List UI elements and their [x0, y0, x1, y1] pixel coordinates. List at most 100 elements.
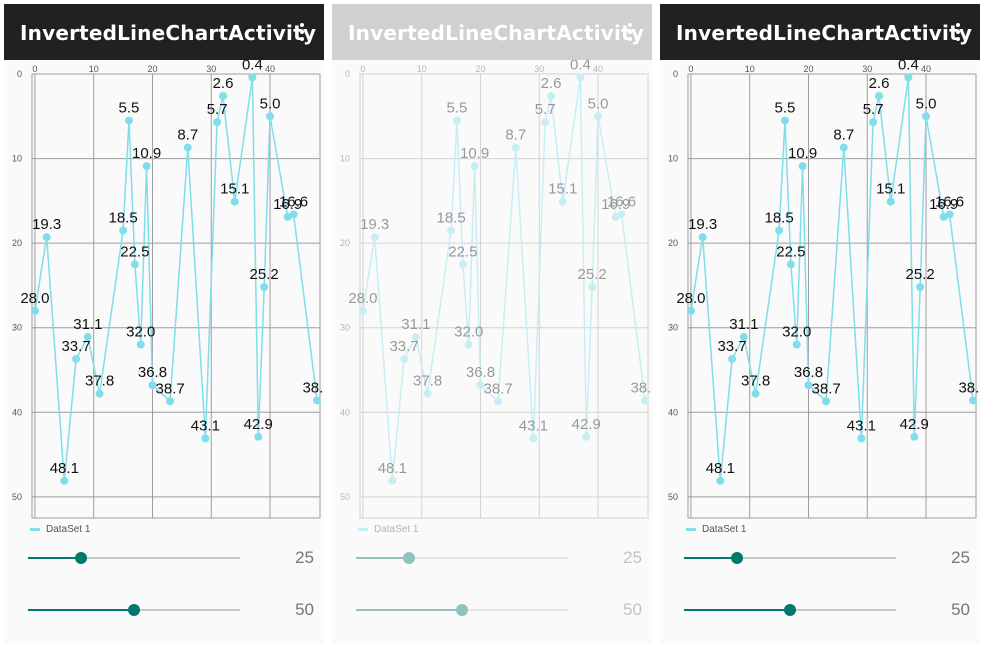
slider-y[interactable]: [356, 600, 568, 620]
slider-track: [28, 557, 240, 559]
data-point: [792, 340, 801, 349]
data-point: [686, 306, 695, 315]
slider-thumb[interactable]: [784, 604, 796, 616]
data-label: 48.1: [50, 460, 79, 477]
data-point: [95, 389, 104, 398]
more-vert-icon[interactable]: [288, 18, 316, 46]
data-point: [388, 476, 397, 485]
y-tick-label: 50: [340, 492, 350, 502]
data-label: 25.2: [906, 266, 935, 283]
chart-legend: DataSet 1: [30, 524, 90, 535]
data-label: 38.6: [630, 379, 652, 396]
data-label: 31.1: [729, 316, 758, 333]
slider-y-value: 50: [295, 600, 314, 619]
data-label: 10.9: [788, 145, 817, 162]
line-chart[interactable]: 0 10 20 30 40 0 10 20 30 40 50 28.0 19.3 48.1 33.7 31.1…: [660, 60, 980, 530]
slider-thumb[interactable]: [75, 552, 87, 564]
data-point: [423, 389, 432, 398]
data-label: 38.7: [812, 380, 841, 397]
y-tick-label: 30: [340, 323, 350, 333]
data-point: [313, 396, 322, 405]
slider-fill: [684, 609, 790, 611]
data-point: [728, 355, 737, 364]
line-chart[interactable]: 0 10 20 30 40 0 10 20 30 40 50 28.0 19.3 48.1 33.7 31.1…: [332, 60, 652, 530]
slider-x[interactable]: [28, 548, 240, 568]
data-point: [72, 355, 81, 364]
slider-y[interactable]: [28, 600, 240, 620]
data-point: [529, 434, 538, 443]
data-label: 48.1: [706, 460, 735, 477]
data-point: [219, 91, 228, 100]
data-label: 5.0: [260, 95, 281, 112]
data-point: [42, 233, 51, 242]
data-point: [136, 340, 145, 349]
data-label: 5.7: [207, 101, 228, 118]
legend-swatch: [358, 528, 368, 531]
more-vert-icon[interactable]: [616, 18, 644, 46]
data-label: 5.7: [535, 101, 556, 118]
x-tick-label: 0: [688, 64, 693, 74]
slider-thumb[interactable]: [731, 552, 743, 564]
data-point: [916, 283, 925, 292]
x-tick-label: 20: [803, 64, 813, 74]
more-vert-icon[interactable]: [944, 18, 972, 46]
data-point: [541, 118, 550, 127]
x-tick-label: 40: [921, 64, 931, 74]
data-label: 33.7: [717, 338, 746, 355]
data-point: [641, 396, 650, 405]
data-label: 2.6: [541, 75, 562, 92]
y-tick-label: 10: [340, 154, 350, 164]
data-label: 38.7: [484, 380, 513, 397]
slider-fill: [28, 609, 134, 611]
slider-thumb[interactable]: [456, 604, 468, 616]
data-point: [611, 212, 620, 221]
data-label: 42.9: [900, 416, 929, 433]
data-label: 16.9: [601, 196, 630, 213]
data-point: [511, 143, 520, 152]
data-point: [822, 397, 831, 406]
slider-fill: [684, 557, 737, 559]
slider-x-value: 25: [295, 548, 314, 567]
data-label: 36.8: [794, 364, 823, 381]
data-point: [547, 91, 556, 100]
data-label: 32.0: [454, 324, 483, 341]
x-tick-label: 30: [534, 64, 544, 74]
slider-y[interactable]: [684, 600, 896, 620]
toolbar-title: InvertedLineChartActivity: [676, 21, 973, 45]
data-label: 28.0: [348, 290, 377, 307]
slider-track: [356, 609, 568, 611]
x-tick-label: 30: [206, 64, 216, 74]
app-toolbar: InvertedLineChartActivity: [4, 4, 324, 60]
data-point: [804, 381, 813, 390]
data-point: [30, 306, 39, 315]
x-tick-label: 10: [89, 64, 99, 74]
y-tick-label: 50: [12, 492, 22, 502]
x-tick-label: 30: [862, 64, 872, 74]
slider-track: [356, 557, 568, 559]
line-chart[interactable]: 0 10 20 30 40 0 10 20 30 40 50 28.0 19.3 48.1 33.7 31.1…: [4, 60, 324, 530]
y-tick-label: 40: [340, 407, 350, 417]
data-point: [716, 476, 725, 485]
data-label: 28.0: [20, 290, 49, 307]
data-label: 42.9: [244, 416, 273, 433]
legend-swatch: [30, 528, 40, 531]
data-label: 42.9: [572, 416, 601, 433]
screen-panel-1: InvertedLineChartActivity 0 10 20 30 40 0 10 20…: [4, 4, 324, 644]
y-tick-label: 10: [12, 154, 22, 164]
slider-x[interactable]: [684, 548, 896, 568]
data-point: [786, 260, 795, 269]
slider-thumb[interactable]: [403, 552, 415, 564]
data-label: 43.1: [847, 418, 876, 435]
data-label: 0.4: [570, 60, 591, 73]
data-label: 48.1: [378, 460, 407, 477]
slider-x[interactable]: [356, 548, 568, 568]
data-point: [148, 381, 157, 390]
x-tick-label: 10: [745, 64, 755, 74]
slider-fill: [356, 609, 462, 611]
slider-y-value: 50: [623, 600, 642, 619]
slider-thumb[interactable]: [128, 604, 140, 616]
data-point: [464, 340, 473, 349]
data-label: 8.7: [505, 127, 526, 144]
data-label: 15.1: [876, 181, 905, 198]
data-label: 32.0: [126, 324, 155, 341]
